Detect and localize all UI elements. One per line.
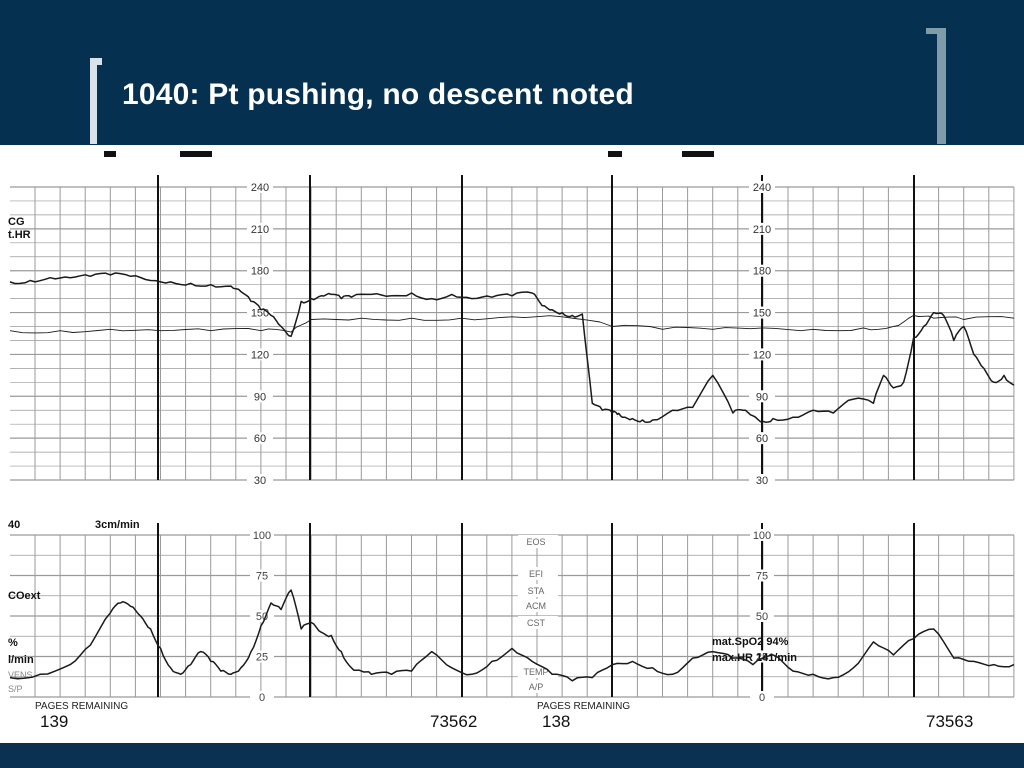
mid-label: TEMP <box>523 667 548 677</box>
tick-bg <box>247 181 273 193</box>
tick-bg <box>250 569 274 582</box>
tick-bg <box>247 306 273 319</box>
tick-bg <box>247 432 273 445</box>
ua-tick-label: 50 <box>256 611 268 623</box>
slide-footer <box>0 743 1024 768</box>
vitals-annotation: max.HR 141/min <box>712 652 797 664</box>
slide-header: 1040: Pt pushing, no descent noted <box>0 0 1024 145</box>
ua-tick-label: 0 <box>759 692 765 704</box>
mid-label-bg <box>518 665 558 678</box>
mid-label-bg <box>518 680 558 693</box>
vitals-annotation: mat.SpO2 94% <box>712 636 789 648</box>
fhr-tick-label: 240 <box>753 182 771 194</box>
tick-bg <box>247 264 273 277</box>
fhr-tick-label: 120 <box>753 349 771 361</box>
fhr-tick-label: 60 <box>254 433 266 445</box>
tick-bg <box>749 432 775 445</box>
fhr-tick-label: 60 <box>756 433 768 445</box>
fhr-tick-label: 120 <box>251 349 269 361</box>
mid-label: ACM <box>526 601 546 611</box>
fhr-tick-label: 90 <box>254 391 266 403</box>
mid-label: A/P <box>529 682 544 692</box>
slide-title: 1040: Pt pushing, no descent noted <box>122 78 634 111</box>
pages-remaining-label: PAGES REMAINING <box>537 701 630 712</box>
tick-bg <box>749 181 775 193</box>
ua-tick-label: 25 <box>756 652 768 664</box>
tick-bg <box>250 610 274 622</box>
fhr-tick-label: 210 <box>251 224 269 236</box>
tick-bg <box>250 529 274 541</box>
fhr-tick-label: 180 <box>753 266 771 278</box>
tick-bg <box>750 529 774 541</box>
fetal-heart-rate-trace <box>9 272 1015 423</box>
marker-dash <box>682 151 714 157</box>
fetal-monitor-strip: 240 210 180 150 120 90 60 30 240 210 180 150 120 90 60… <box>0 145 1024 743</box>
ua-left-label: COext <box>8 590 41 602</box>
marker-dash <box>180 151 212 157</box>
tick-bg <box>750 610 774 622</box>
pages-remaining-count: 139 <box>40 712 68 731</box>
tick-bg <box>749 264 775 277</box>
strip-serial-number: 73563 <box>926 712 973 731</box>
fhr-tick-label: 30 <box>756 475 768 487</box>
mid-label-bg <box>518 584 558 597</box>
right-bracket-decoration <box>926 28 946 144</box>
ua-tick-label: 100 <box>253 530 271 542</box>
mid-label-bg <box>518 599 558 612</box>
mid-label: CST <box>527 618 546 628</box>
mid-label-bg <box>518 616 558 629</box>
pages-remaining-count: 138 <box>542 712 570 731</box>
tick-bg <box>749 390 775 403</box>
fhr-tick-label: 240 <box>251 182 269 194</box>
pages-remaining-label: PAGES REMAINING <box>35 701 128 712</box>
uterine-activity-trace <box>9 589 1015 682</box>
fhr-tick-label: 30 <box>254 475 266 487</box>
fhr-left-label: t.HR <box>8 229 31 241</box>
fhr-tick-label: 150 <box>753 308 771 320</box>
ua-left-label: 40 <box>8 519 20 531</box>
marker-dash <box>104 151 116 157</box>
tick-bg <box>749 474 775 486</box>
mid-label: EOS <box>526 537 545 547</box>
ua-left-label: % <box>8 637 18 649</box>
ua-tick-label: 100 <box>753 530 771 542</box>
fetal-monitor-chart: 2402101801501209060302402101801501209060… <box>8 151 1015 731</box>
strip-serial-number: 73562 <box>430 712 477 731</box>
tick-bg <box>750 569 774 582</box>
ua-tick-label: 50 <box>756 611 768 623</box>
tick-bg <box>749 306 775 319</box>
maternal-heart-rate-trace <box>9 314 1015 334</box>
tick-bg <box>250 691 274 703</box>
mid-label: EFI <box>529 569 543 579</box>
ua-left-label: l/min <box>8 654 34 666</box>
tick-bg <box>750 650 774 663</box>
paper-speed-label: 3cm/min <box>95 519 140 531</box>
ua-tick-label: 0 <box>259 692 265 704</box>
tick-bg <box>247 474 273 486</box>
ua-left-label: S/P <box>8 684 23 694</box>
left-bracket-decoration <box>90 58 102 144</box>
ua-tick-label: 75 <box>756 571 768 583</box>
fhr-left-label: CG <box>8 216 25 228</box>
mid-label-bg <box>518 567 558 580</box>
tick-bg <box>250 650 274 663</box>
marker-dash <box>608 151 622 157</box>
tick-bg <box>750 691 774 703</box>
fhr-tick-label: 90 <box>756 391 768 403</box>
mid-label-bg <box>518 535 558 548</box>
tick-bg <box>247 222 273 235</box>
ua-left-label: VENS <box>8 670 33 680</box>
tick-bg <box>749 348 775 361</box>
tick-bg <box>749 222 775 235</box>
fhr-tick-label: 210 <box>753 224 771 236</box>
tick-bg <box>247 390 273 403</box>
mid-label: STA <box>528 586 545 596</box>
fhr-tick-label: 180 <box>251 266 269 278</box>
ua-tick-label: 25 <box>256 652 268 664</box>
tick-bg <box>247 348 273 361</box>
ua-tick-label: 75 <box>256 571 268 583</box>
